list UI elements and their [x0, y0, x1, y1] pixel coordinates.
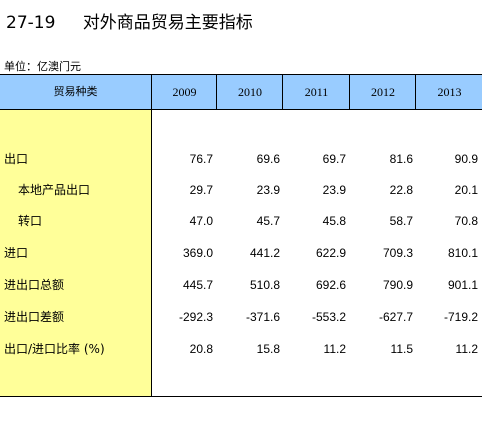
row-label: 进出口总额	[4, 278, 65, 292]
cell-value: 11.2	[455, 342, 478, 356]
table-row: 出口/进口比率 (%) 20.8 15.8 11.2 11.5 11.2	[0, 339, 482, 359]
header-year: 2009	[151, 75, 217, 109]
cell-value: 11.2	[323, 342, 346, 356]
cell-value: 69.7	[322, 152, 346, 166]
cell-value: 45.7	[256, 214, 280, 228]
cell-value: 81.6	[389, 152, 413, 166]
cell-value: 901.1	[447, 278, 478, 292]
cell-value: 45.8	[322, 214, 346, 228]
page-title: 27-19 对外商品贸易主要指标	[6, 8, 253, 33]
table-row: 进口 369.0 441.2 622.9 709.3 810.1	[0, 243, 482, 263]
cell-value: -627.7	[378, 310, 413, 324]
cell-value: -553.2	[311, 310, 346, 324]
table-row: 出口 76.7 69.6 69.7 81.6 90.9	[0, 149, 482, 169]
cell-value: 11.5	[390, 342, 413, 356]
row-label: 进口	[4, 246, 29, 260]
table-header: 贸易种类 2009 2010 2011 2012 2013	[0, 75, 482, 109]
cell-value: 58.7	[389, 214, 413, 228]
cell-value: 709.3	[382, 246, 413, 260]
bottom-rule	[0, 396, 482, 397]
row-label: 本地产品出口	[18, 183, 91, 197]
row-label: 出口/进口比率 (%)	[4, 342, 105, 356]
cell-value: 692.6	[315, 278, 346, 292]
table-title: 对外商品贸易主要指标	[82, 13, 253, 33]
cell-value: 15.8	[256, 342, 280, 356]
cell-value: 510.8	[249, 278, 280, 292]
cell-value: 47.0	[189, 214, 213, 228]
cell-value: 369.0	[182, 246, 213, 260]
header-year: 2012	[349, 75, 416, 109]
cell-value: 622.9	[315, 246, 346, 260]
row-label: 进出口差额	[4, 310, 65, 324]
table-row: 进出口总额 445.7 510.8 692.6 790.9 901.1	[0, 275, 482, 295]
table-number: 27-19	[6, 13, 56, 33]
header-category: 贸易种类	[53, 85, 98, 98]
cell-value: 20.1	[454, 183, 478, 197]
cell-value: 90.9	[454, 152, 478, 166]
cell-value: 810.1	[447, 246, 478, 260]
cell-value: -292.3	[178, 310, 213, 324]
category-column	[0, 110, 151, 396]
cell-value: 790.9	[382, 278, 413, 292]
row-label: 转口	[18, 214, 43, 228]
cell-value: 69.6	[256, 152, 280, 166]
row-label: 出口	[4, 152, 29, 166]
cell-value: 445.7	[182, 278, 213, 292]
cell-value: -719.2	[443, 310, 478, 324]
cell-value: 70.8	[454, 214, 478, 228]
cell-value: 76.7	[189, 152, 213, 166]
header-year: 2010	[216, 75, 283, 109]
column-separator	[151, 75, 152, 396]
header-year: 2013	[415, 75, 482, 109]
header-rule	[0, 109, 482, 110]
cell-value: -371.6	[245, 310, 280, 324]
cell-value: 20.8	[189, 342, 213, 356]
table-row: 本地产品出口 29.7 23.9 23.9 22.8 20.1	[0, 180, 482, 200]
top-rule	[0, 74, 482, 75]
header-year: 2011	[282, 75, 350, 109]
cell-value: 22.8	[389, 183, 413, 197]
unit-label: 单位：亿澳门元	[4, 60, 81, 73]
table-row: 转口 47.0 45.7 45.8 58.7 70.8	[0, 211, 482, 231]
table-row: 进出口差额 -292.3 -371.6 -553.2 -627.7 -719.2	[0, 307, 482, 327]
cell-value: 441.2	[249, 246, 280, 260]
cell-value: 23.9	[256, 183, 280, 197]
cell-value: 23.9	[322, 183, 346, 197]
cell-value: 29.7	[189, 183, 213, 197]
